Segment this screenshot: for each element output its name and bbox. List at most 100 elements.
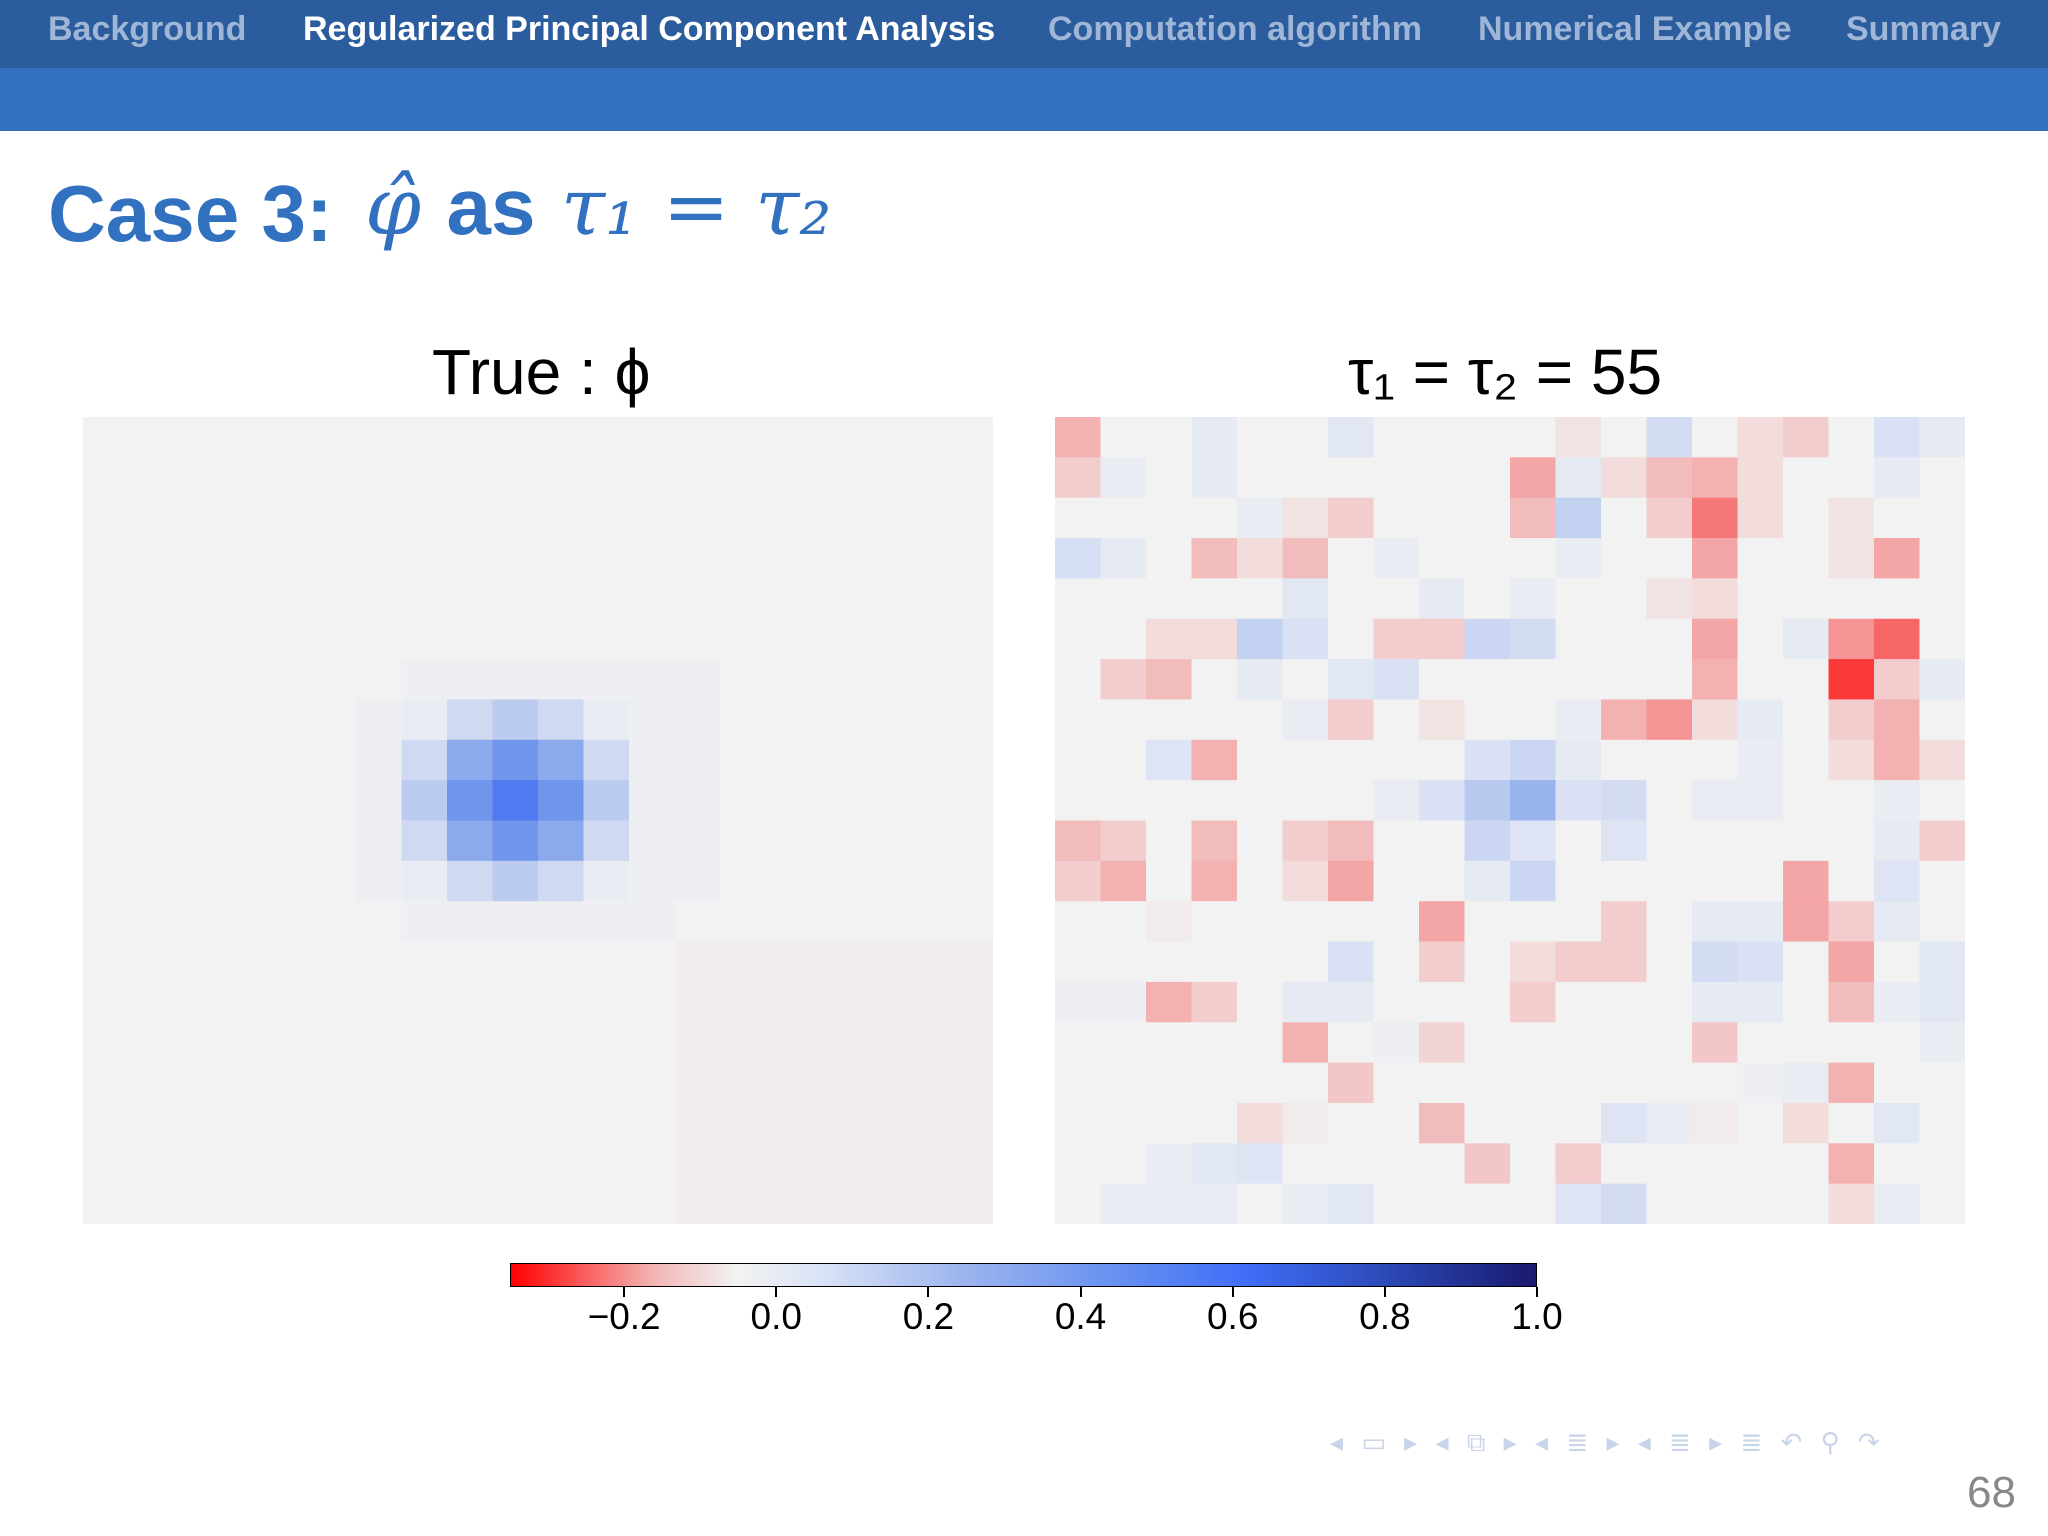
nav-item-summary[interactable]: Summary <box>1846 10 2001 48</box>
heatmap-cell <box>765 901 812 943</box>
heatmap-cell <box>219 618 266 660</box>
heatmap-cell <box>1328 457 1375 499</box>
heatmap-cell <box>1464 1183 1511 1224</box>
heatmap-cell <box>1828 659 1875 701</box>
heatmap-cell <box>1692 538 1739 579</box>
nav-prev-frame-icon[interactable]: ◂ <box>1330 1428 1344 1458</box>
heatmap-cell <box>128 941 175 983</box>
heatmap-cell <box>947 1022 993 1064</box>
nav-next-doc-icon[interactable]: ▸ <box>1709 1428 1723 1458</box>
heatmap-cell <box>538 1183 585 1224</box>
nav-prev-subsection-icon[interactable]: ◂ <box>1435 1428 1449 1458</box>
heatmap-cell <box>1874 417 1921 458</box>
heatmap-cell <box>583 659 630 701</box>
heatmap-cell <box>1373 497 1420 539</box>
heatmap-cell <box>219 417 266 458</box>
heatmap-cell <box>1555 739 1602 781</box>
heatmap-cell <box>674 618 721 660</box>
heatmap-cell <box>83 981 130 1023</box>
heatmap-cell <box>1055 618 1102 660</box>
heatmap-cell <box>1737 1102 1784 1144</box>
heatmap-cell <box>629 1143 676 1185</box>
heatmap-cell <box>1464 1102 1511 1144</box>
heatmap-cell <box>128 457 175 499</box>
colorbar-tick-label: 0.2 <box>902 1296 955 1337</box>
heatmap-cell <box>219 941 266 983</box>
heatmap-cell <box>1419 860 1466 902</box>
heatmap-cell <box>447 820 494 862</box>
heatmap-cell <box>1510 780 1557 822</box>
heatmap-cell <box>219 901 266 943</box>
heatmap-cell <box>1100 1143 1147 1185</box>
nav-item-numerical-example[interactable]: Numerical Example <box>1478 10 1792 48</box>
heatmap-cell <box>583 901 630 943</box>
heatmap-cell <box>1601 618 1648 660</box>
heatmap-cell <box>1237 860 1284 902</box>
nav-item-regularized-pca[interactable]: Regularized Principal Component Analysis <box>303 10 996 48</box>
heatmap-cell <box>1737 981 1784 1023</box>
heatmap-cell <box>174 981 221 1023</box>
heatmap-cell <box>219 497 266 539</box>
heatmap-cell <box>492 1102 539 1144</box>
nav-prev-section-icon[interactable]: ◂ <box>1535 1428 1549 1458</box>
heatmap-cell <box>1328 1143 1375 1185</box>
heatmap-cell <box>1419 659 1466 701</box>
heatmap-cell <box>765 981 812 1023</box>
heatmap-cell <box>83 659 130 701</box>
nav-frame-icon[interactable]: ▭ <box>1361 1428 1386 1458</box>
nav-appendix-icon[interactable]: ≣ <box>1740 1428 1763 1458</box>
heatmap-cell <box>356 1062 403 1104</box>
heatmap-cell <box>1874 659 1921 701</box>
nav-doc-icon[interactable]: ≣ <box>1669 1428 1691 1458</box>
heatmap-cell <box>1100 497 1147 539</box>
heatmap-cell <box>83 941 130 983</box>
heatmap-cell <box>1828 901 1875 943</box>
heatmap-cell <box>356 1102 403 1144</box>
heatmap-cell <box>356 901 403 943</box>
heatmap-cell <box>1100 578 1147 620</box>
heatmap-cell <box>83 578 130 620</box>
heatmap-cell <box>1555 941 1602 983</box>
heatmap-cell <box>310 538 357 579</box>
heatmap-cell <box>1919 417 1965 458</box>
heatmap-cell <box>1328 1062 1375 1104</box>
heatmap-cell <box>83 901 130 943</box>
heatmap-cell <box>1328 860 1375 902</box>
nav-redo-icon[interactable]: ↷ <box>1857 1428 1880 1458</box>
nav-prev-doc-icon[interactable]: ◂ <box>1637 1428 1651 1458</box>
heatmap-cell <box>83 1183 130 1224</box>
heatmap-cell <box>765 1143 812 1185</box>
heatmap-cell <box>538 981 585 1023</box>
heatmap-cell <box>310 941 357 983</box>
heatmap-cell <box>83 780 130 822</box>
heatmap-cell <box>219 1062 266 1104</box>
nav-section-icon[interactable]: ≣ <box>1566 1428 1589 1458</box>
heatmap-cell <box>356 1143 403 1185</box>
heatmap-cell <box>83 1062 130 1104</box>
heatmap-cell <box>720 1062 767 1104</box>
beamer-navigation-symbols[interactable]: ◂ ▭ ▸ ◂ ⧉ ▸ ◂ ≣ ▸ ◂ ≣ ▸ ≣ ↶ ⚲ ↷ <box>1330 1428 1890 1458</box>
heatmap-cell <box>765 941 812 983</box>
heatmap-cell <box>1373 739 1420 781</box>
nav-item-computation-algorithm[interactable]: Computation algorithm <box>1048 10 1422 48</box>
heatmap-cell <box>356 981 403 1023</box>
nav-undo-icon[interactable]: ↶ <box>1780 1428 1803 1458</box>
heatmap-cell <box>1328 1102 1375 1144</box>
heatmap-cell <box>902 1062 949 1104</box>
nav-subsection-icon[interactable]: ⧉ <box>1466 1428 1486 1458</box>
nav-item-background[interactable]: Background <box>48 10 247 48</box>
heatmap-cell <box>1055 780 1102 822</box>
nav-next-section-icon[interactable]: ▸ <box>1606 1428 1620 1458</box>
heatmap-cell <box>1373 820 1420 862</box>
heatmap-cell <box>1510 1143 1557 1185</box>
heatmap-cell <box>1055 981 1102 1023</box>
nav-next-frame-icon[interactable]: ▸ <box>1404 1428 1418 1458</box>
heatmap-cell <box>1555 1062 1602 1104</box>
nav-search-icon[interactable]: ⚲ <box>1820 1428 1840 1458</box>
nav-next-subsection-icon[interactable]: ▸ <box>1503 1428 1517 1458</box>
heatmap-cell <box>492 1022 539 1064</box>
heatmap-cell <box>1282 941 1329 983</box>
heatmap-cell <box>310 1102 357 1144</box>
heatmap-cell <box>1510 1183 1557 1224</box>
heatmap-cell <box>174 618 221 660</box>
